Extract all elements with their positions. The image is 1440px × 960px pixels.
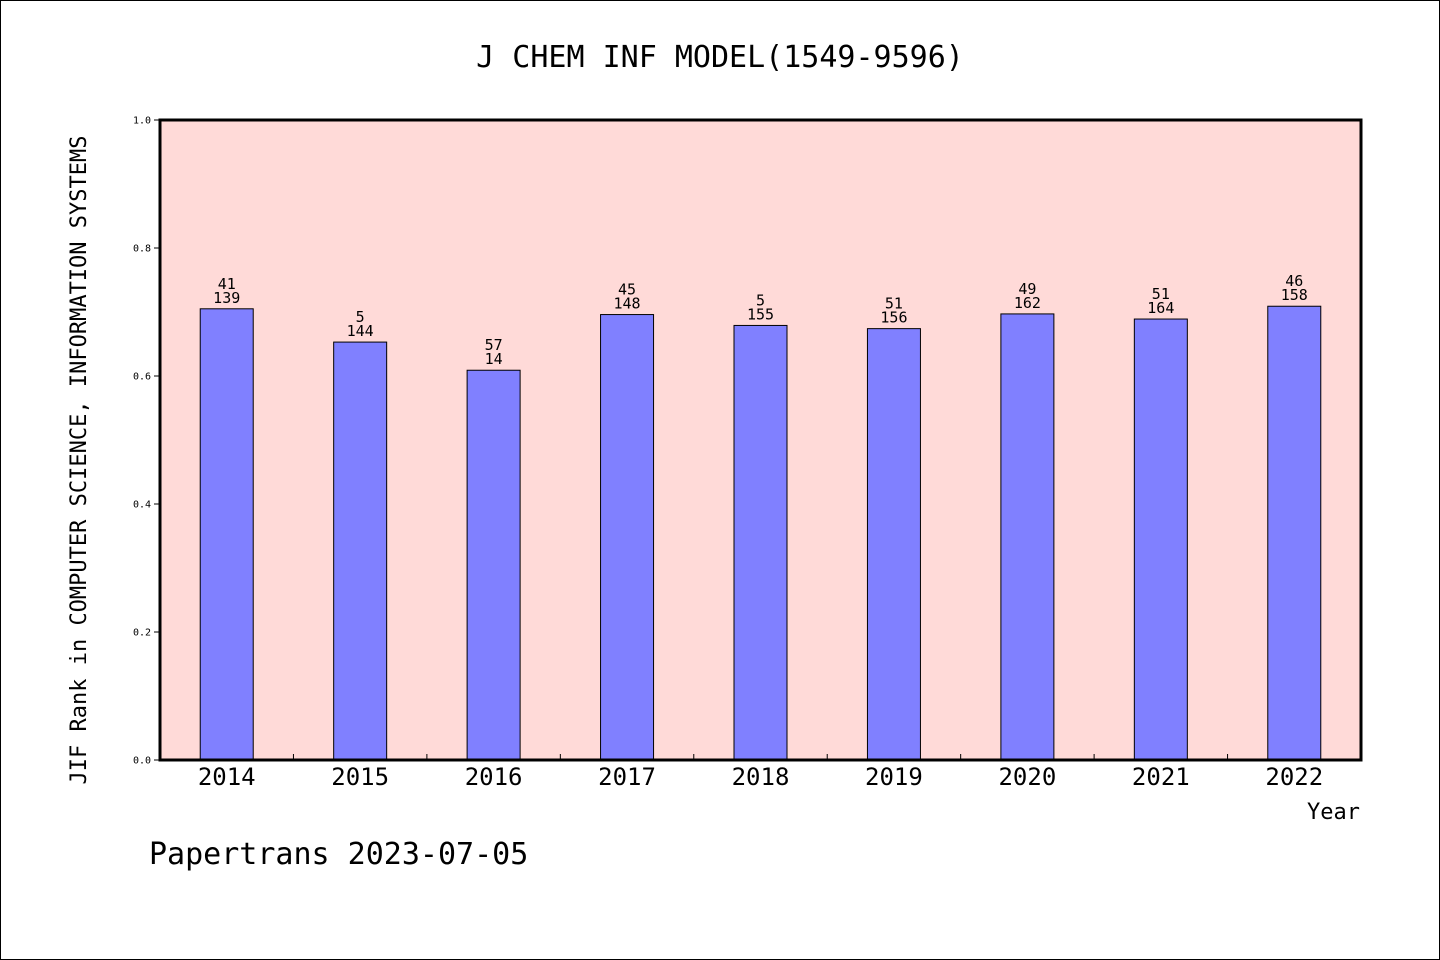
y-tick-label: 0.8 (133, 244, 151, 255)
bar-label-bottom-2015: 144 (347, 322, 374, 340)
x-tick-label-2017: 2017 (598, 763, 656, 791)
bar-label-bottom-2021: 164 (1147, 299, 1174, 317)
bar-label-top-2018: 5 (756, 291, 765, 309)
x-tick-label-2022: 2022 (1265, 763, 1323, 791)
bar-label-top-2015: 5 (356, 308, 365, 326)
bar-2020 (1000, 313, 1055, 761)
bar-2014 (199, 308, 254, 761)
bar-label-bottom-2014: 139 (213, 289, 240, 307)
footer-credit: Papertrans 2023-07-05 (149, 837, 528, 872)
bar-label-top-2020: 49 (1018, 280, 1036, 298)
y-tick-label: 0.4 (133, 500, 151, 511)
bar-label-top-2022: 46 (1285, 272, 1303, 290)
bar-2021 (1133, 318, 1188, 761)
x-tick-label-2016: 2016 (465, 763, 523, 791)
bar-2016 (466, 369, 521, 761)
x-tick-label-2015: 2015 (331, 763, 389, 791)
y-axis-label: JIF Rank in COMPUTER SCIENCE, INFORMATIO… (67, 135, 92, 784)
y-tick-label: 0.2 (133, 628, 151, 639)
y-tick-label: 1.0 (133, 116, 151, 127)
bar-label-bottom-2017: 148 (614, 295, 641, 313)
bar-label-top-2016: 57 (485, 336, 503, 354)
x-tick-label-2021: 2021 (1132, 763, 1190, 791)
y-tick-label: 0.6 (133, 372, 151, 383)
x-tick-label-2014: 2014 (198, 763, 256, 791)
bar-label-bottom-2018: 155 (747, 305, 774, 323)
bar-label-top-2019: 51 (885, 295, 903, 313)
x-tick-label-2020: 2020 (998, 763, 1056, 791)
bar-2019 (866, 328, 921, 761)
plot-border (158, 118, 1363, 762)
x-axis-label: Year (1307, 800, 1360, 825)
bar-label-bottom-2022: 158 (1281, 286, 1308, 304)
bar-2017 (600, 314, 655, 761)
y-tick-label: 0.0 (133, 756, 151, 767)
bar-label-top-2017: 45 (618, 281, 636, 299)
bar-2022 (1267, 305, 1322, 761)
bar-label-bottom-2020: 162 (1014, 294, 1041, 312)
y-axis-ticks: 0.0 0.2 0.4 0.6 0.8 1.0 (133, 116, 160, 767)
bar-2015 (333, 341, 388, 761)
bar-label-top-2014: 41 (218, 275, 236, 293)
bar-label-top-2021: 51 (1152, 285, 1170, 303)
x-axis-ticks: 2014 2015 2016 2017 2018 2019 2020 2021 2022 (198, 754, 1323, 791)
chart-title: J CHEM INF MODEL(1549-9596) (476, 40, 964, 75)
x-tick-label-2018: 2018 (732, 763, 790, 791)
bar-label-bottom-2019: 156 (880, 309, 907, 327)
x-tick-label-2019: 2019 (865, 763, 923, 791)
bar-label-bottom-2016: 14 (485, 350, 503, 368)
bar-2018 (733, 324, 788, 761)
